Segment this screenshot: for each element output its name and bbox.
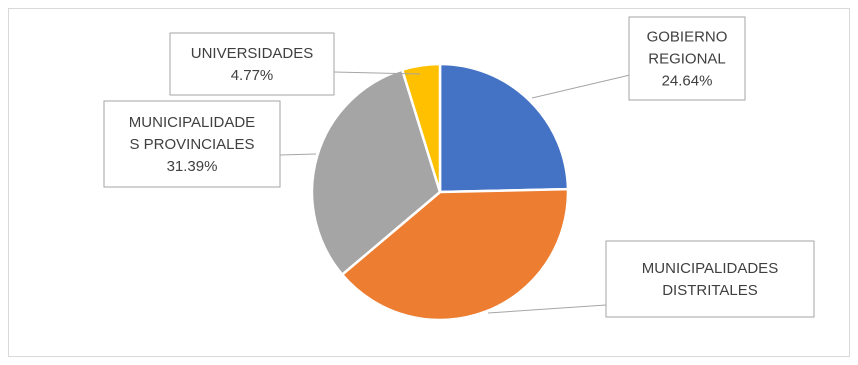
data-label-category-3: MUNICIPALIDADE bbox=[129, 114, 255, 131]
leader-line-4 bbox=[333, 71, 421, 75]
leader-line-3 bbox=[279, 153, 317, 156]
data-label-percent-1: 24.64% bbox=[662, 73, 713, 90]
data-label-category-4: UNIVERSIDADES bbox=[191, 45, 314, 62]
pie-slice-3 bbox=[310, 68, 442, 277]
data-label-box-4 bbox=[169, 32, 335, 96]
pie-slices bbox=[310, 62, 570, 322]
data-label-box-3 bbox=[103, 100, 281, 188]
data-labels: GOBIERNO REGIONAL 24.64% MUNICIPALIDADES DIS… bbox=[103, 16, 815, 318]
leader-line-1 bbox=[531, 74, 631, 99]
data-label-percent-4: 4.77% bbox=[231, 67, 274, 84]
data-label-category-3: S PROVINCIALES bbox=[129, 136, 254, 153]
data-label-box-1 bbox=[628, 16, 746, 101]
leader-lines bbox=[279, 71, 631, 314]
pie-slice-4 bbox=[400, 62, 442, 193]
pie-slice-2 bbox=[340, 187, 570, 322]
pie-slice-1 bbox=[438, 62, 570, 194]
data-label-box-2 bbox=[605, 240, 815, 318]
data-label-category-1: REGIONAL bbox=[648, 51, 726, 68]
data-label-category-2: MUNICIPALIDADES bbox=[642, 260, 778, 277]
data-label-percent-3: 31.39% bbox=[167, 158, 218, 175]
data-label-category-1: GOBIERNO bbox=[647, 29, 728, 46]
data-label-category-2: DISTRITALES bbox=[662, 282, 758, 299]
leader-line-2 bbox=[487, 304, 607, 314]
